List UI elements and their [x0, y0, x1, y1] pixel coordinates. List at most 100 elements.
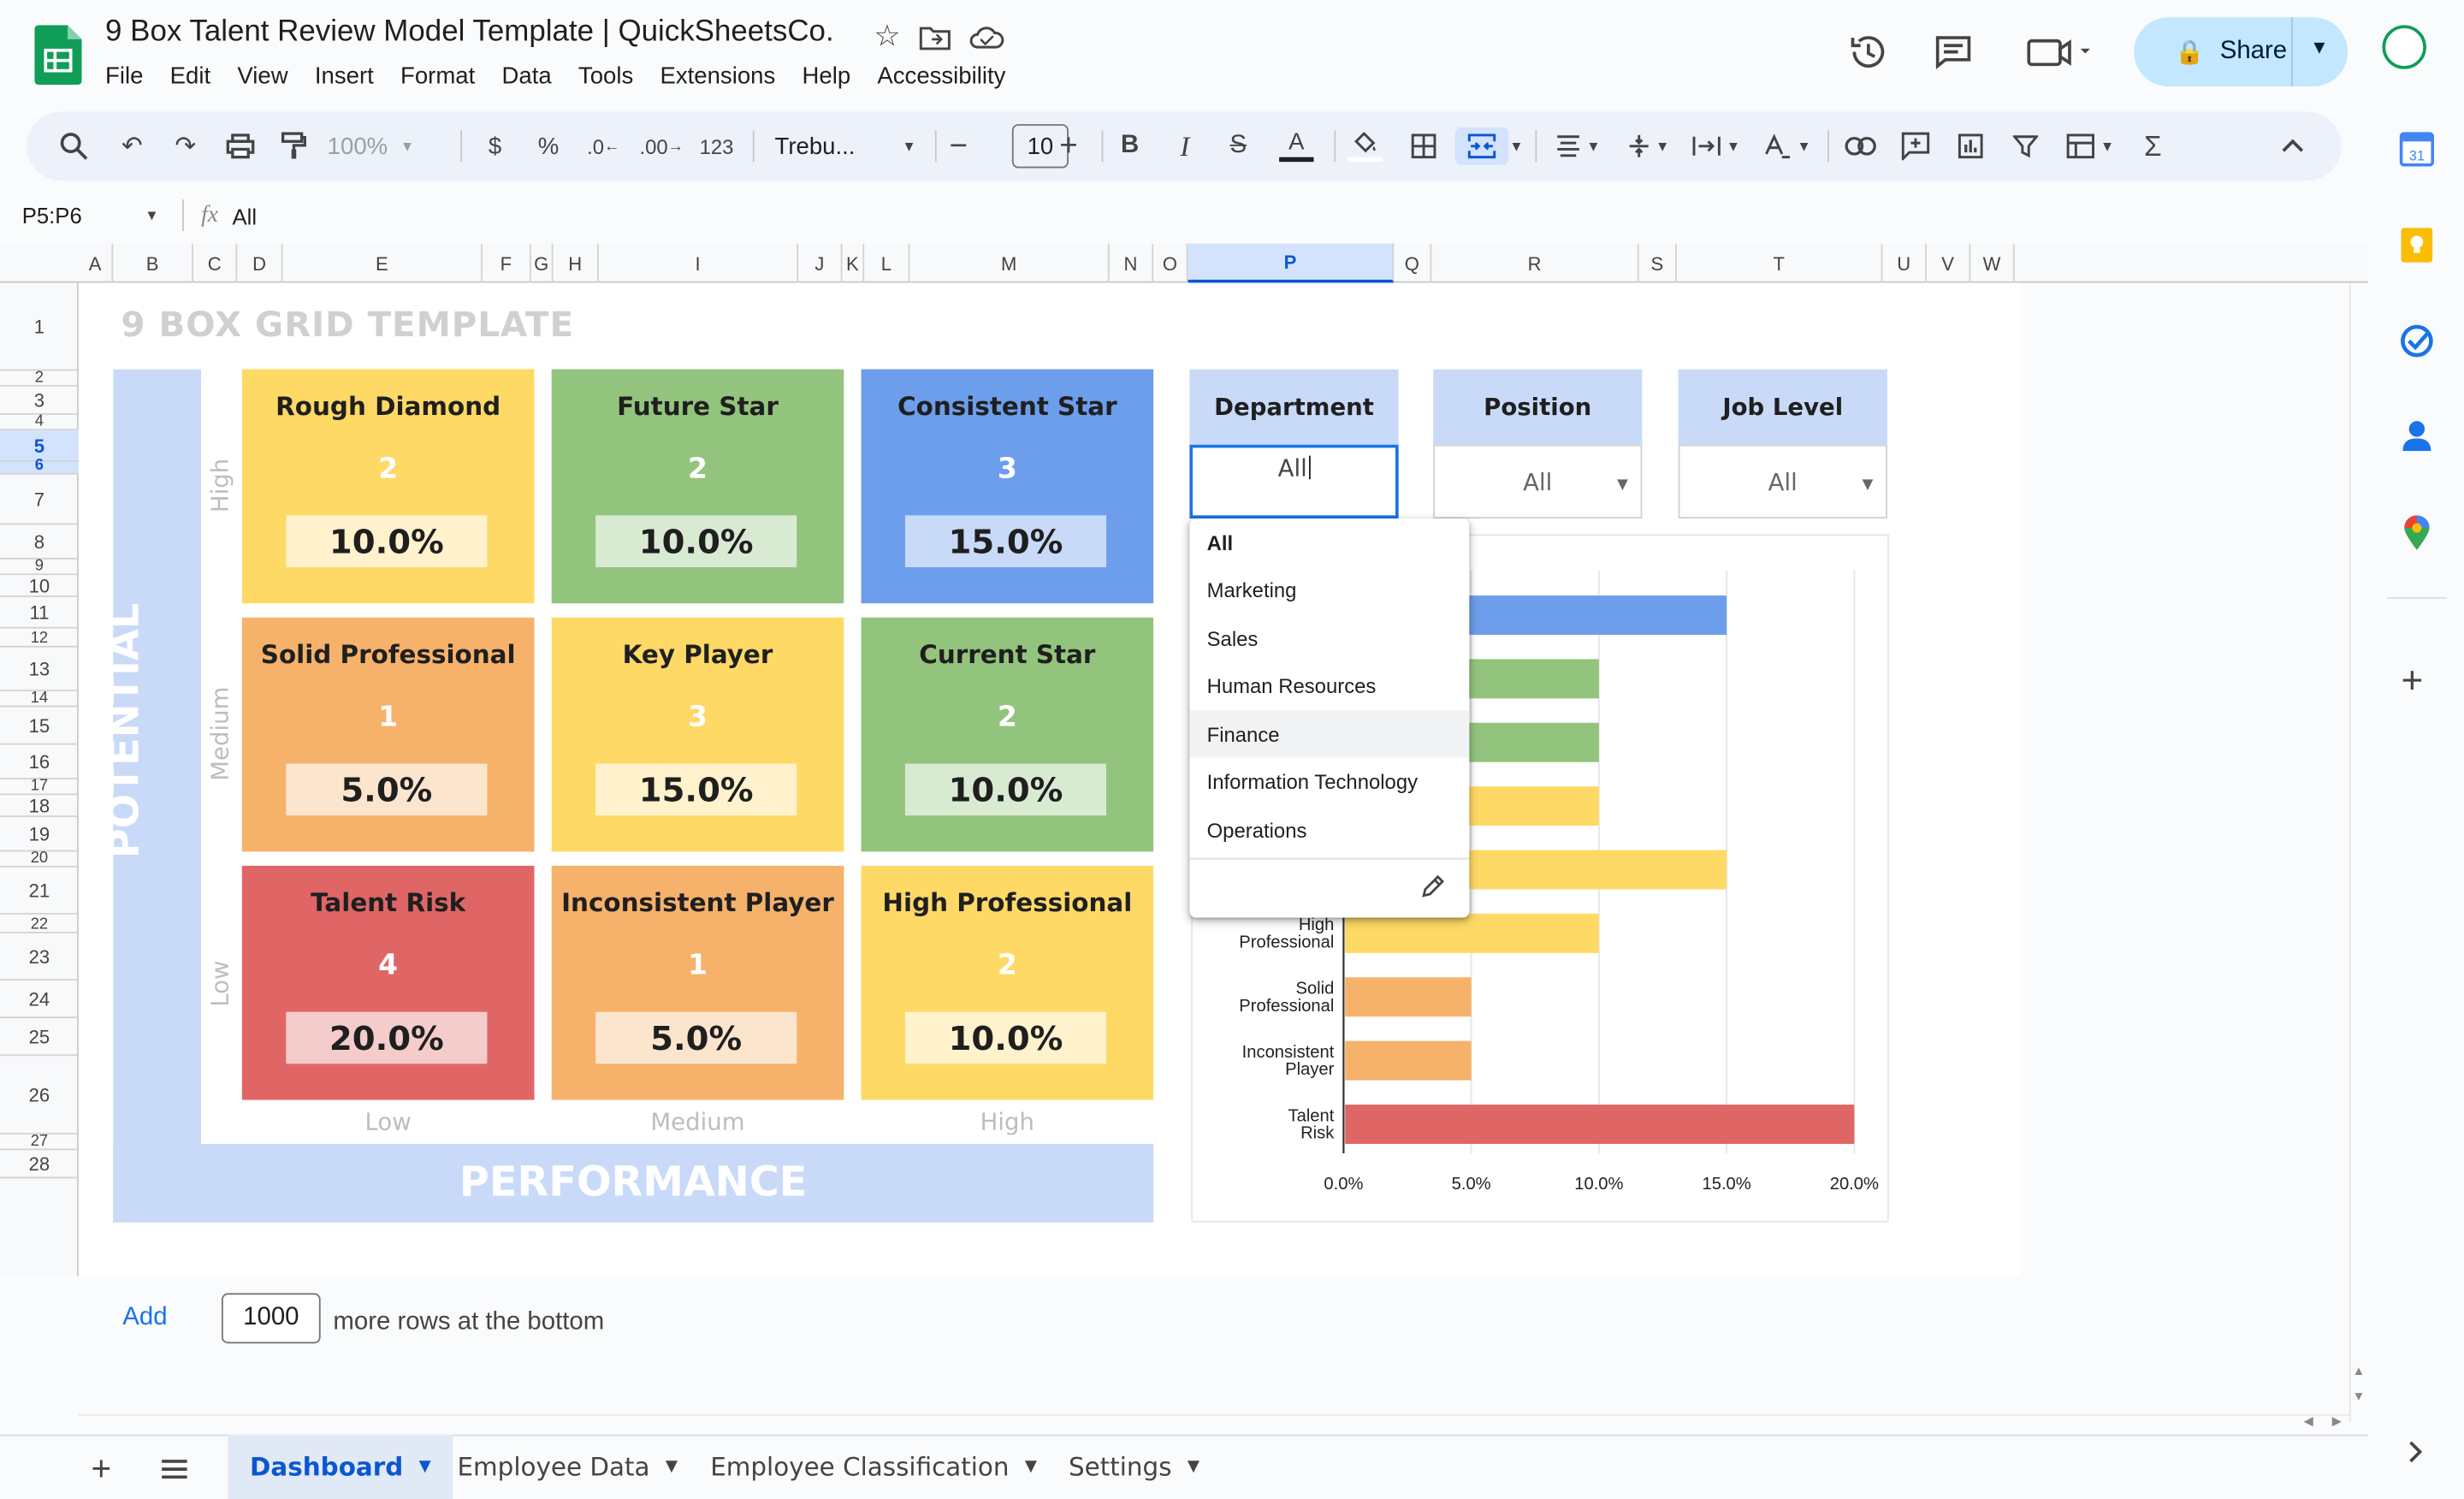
text-color-icon[interactable]: A — [1276, 111, 1317, 181]
tab-menu-icon[interactable]: ▼ — [418, 1458, 431, 1476]
redo-icon[interactable]: ↷ — [175, 133, 197, 161]
row-header-22[interactable]: 22 — [0, 915, 79, 933]
functions-icon[interactable]: Σ — [2144, 129, 2162, 162]
star-icon[interactable]: ☆ — [874, 20, 901, 54]
menu-help[interactable]: Help — [802, 62, 851, 90]
contacts-icon[interactable] — [2402, 419, 2431, 452]
share-button[interactable]: 🔒 Share ▼ — [2134, 17, 2348, 87]
menu-edit[interactable]: Edit — [169, 62, 211, 90]
decrease-font-size-icon[interactable]: − — [949, 127, 968, 163]
column-header-o[interactable]: O — [1153, 243, 1188, 283]
dropdown-option-information-technology[interactable]: Information Technology — [1206, 769, 1419, 794]
row-header-17[interactable]: 17 — [0, 779, 79, 796]
calendar-icon[interactable]: 31 — [2399, 132, 2435, 167]
column-header-r[interactable]: R — [1431, 243, 1639, 283]
box-high-professional[interactable]: High Professional 2 10.0% — [861, 865, 1154, 1100]
chart-bar-talent-risk[interactable] — [1345, 1105, 1855, 1144]
zoom-select[interactable]: 100% ▼ — [327, 133, 415, 160]
dropdown-option-human-resources[interactable]: Human Resources — [1206, 673, 1377, 698]
column-header-u[interactable]: U — [1882, 243, 1927, 283]
account-avatar[interactable] — [2382, 25, 2426, 69]
add-rows-button[interactable]: Add — [122, 1304, 168, 1331]
column-header-w[interactable]: W — [1970, 243, 2015, 283]
row-header-10[interactable]: 10 — [0, 574, 79, 597]
version-history-icon[interactable] — [1848, 32, 1889, 73]
row-header-14[interactable]: 14 — [0, 690, 79, 708]
add-sheet-icon[interactable]: + — [91, 1449, 112, 1489]
formula-bar[interactable]: fx All — [201, 203, 257, 229]
row-header-23[interactable]: 23 — [0, 933, 79, 981]
row-header-4[interactable]: 4 — [0, 414, 79, 431]
tab-menu-icon[interactable]: ▼ — [1024, 1458, 1038, 1476]
box-solid-professional[interactable]: Solid Professional 1 5.0% — [241, 617, 535, 852]
row-header-25[interactable]: 25 — [0, 1018, 79, 1057]
currency-format-button[interactable]: $ — [488, 133, 502, 160]
column-header-h[interactable]: H — [554, 243, 599, 283]
row-header-28[interactable]: 28 — [0, 1150, 79, 1179]
tab-menu-icon[interactable]: ▼ — [1187, 1458, 1200, 1476]
position-filter-dropdown[interactable]: All ▼ — [1433, 444, 1643, 519]
row-header-6[interactable]: 6 — [0, 458, 79, 475]
merge-cells-icon[interactable] — [1454, 127, 1509, 165]
share-dropdown-icon[interactable]: ▼ — [2309, 36, 2329, 58]
search-menus-icon[interactable] — [55, 111, 92, 181]
tab-employee-classification[interactable]: Employee Classification ▼ — [688, 1435, 1058, 1499]
menu-data[interactable]: Data — [501, 62, 552, 90]
dropdown-option-marketing[interactable]: Marketing — [1206, 578, 1297, 602]
row-header-11[interactable]: 11 — [0, 597, 79, 629]
box-talent-risk[interactable]: Talent Risk 4 20.0% — [241, 865, 535, 1100]
font-family-select[interactable]: Trebu... ▼ — [774, 133, 916, 160]
row-header-1[interactable]: 1 — [0, 283, 79, 371]
all-sheets-icon[interactable] — [160, 1458, 188, 1480]
row-header-15[interactable]: 15 — [0, 707, 79, 745]
insert-chart-icon[interactable] — [1952, 111, 1989, 181]
dropdown-option-operations[interactable]: Operations — [1206, 817, 1307, 842]
collapse-toolbar-icon[interactable] — [2274, 111, 2312, 181]
box-inconsistent-player[interactable]: Inconsistent Player 1 5.0% — [551, 865, 844, 1100]
horizontal-scrollbar[interactable] — [78, 1413, 2349, 1435]
column-header-t[interactable]: T — [1677, 243, 1883, 283]
row-header-26[interactable]: 26 — [0, 1056, 79, 1135]
decrease-decimal-button[interactable]: .0 ← — [587, 134, 620, 158]
column-header-s[interactable]: S — [1639, 243, 1677, 283]
column-header-c[interactable]: C — [193, 243, 238, 283]
row-header-21[interactable]: 21 — [0, 868, 79, 915]
tab-dashboard[interactable]: Dashboard ▼ — [228, 1434, 453, 1499]
menu-accessibility[interactable]: Accessibility — [877, 62, 1006, 90]
column-header-p[interactable]: P — [1188, 243, 1395, 283]
paint-format-icon[interactable] — [275, 111, 312, 181]
row-header-19[interactable]: 19 — [0, 817, 79, 852]
filter-views-icon[interactable]: ▼ — [2060, 111, 2120, 181]
insert-link-icon[interactable] — [1842, 111, 1880, 181]
box-future-star[interactable]: Future Star 2 10.0% — [551, 369, 844, 604]
row-header-7[interactable]: 7 — [0, 475, 79, 525]
tasks-icon[interactable] — [2400, 323, 2434, 358]
increase-decimal-button[interactable]: .00 → — [639, 134, 684, 158]
keep-icon[interactable] — [2401, 228, 2433, 263]
borders-icon[interactable] — [1405, 111, 1442, 181]
text-rotation-icon[interactable]: ▼ — [1758, 111, 1815, 181]
menu-view[interactable]: View — [237, 62, 288, 90]
strikethrough-icon[interactable]: S — [1229, 132, 1247, 159]
column-header-l[interactable]: L — [864, 243, 910, 283]
percent-format-button[interactable]: % — [537, 133, 560, 160]
italic-icon[interactable]: I — [1180, 129, 1190, 162]
row-header-5[interactable]: 5 — [0, 430, 79, 462]
box-consistent-star[interactable]: Consistent Star 3 15.0% — [861, 369, 1154, 604]
column-header-d[interactable]: D — [237, 243, 283, 283]
box-rough-diamond[interactable]: Rough Diamond 2 10.0% — [241, 369, 535, 604]
name-box[interactable]: P5:P6 ▼ — [22, 203, 159, 228]
filter-icon[interactable] — [2007, 111, 2045, 181]
print-icon[interactable] — [222, 111, 259, 181]
department-filter-cell[interactable]: All — [1189, 444, 1399, 519]
column-header-n[interactable]: N — [1110, 243, 1154, 283]
row-header-9[interactable]: 9 — [0, 559, 79, 576]
column-header-v[interactable]: V — [1927, 243, 1971, 283]
chart-bar-solid-professional[interactable] — [1345, 977, 1472, 1017]
edit-pencil-icon[interactable] — [1420, 874, 1445, 898]
chart-bar-inconsistent-player[interactable] — [1345, 1040, 1472, 1081]
menu-format[interactable]: Format — [400, 62, 476, 90]
document-title[interactable]: 9 Box Talent Review Model Template | Qui… — [105, 15, 834, 49]
merge-dropdown-icon[interactable]: ▼ — [1509, 138, 1524, 154]
row-header-24[interactable]: 24 — [0, 981, 79, 1019]
